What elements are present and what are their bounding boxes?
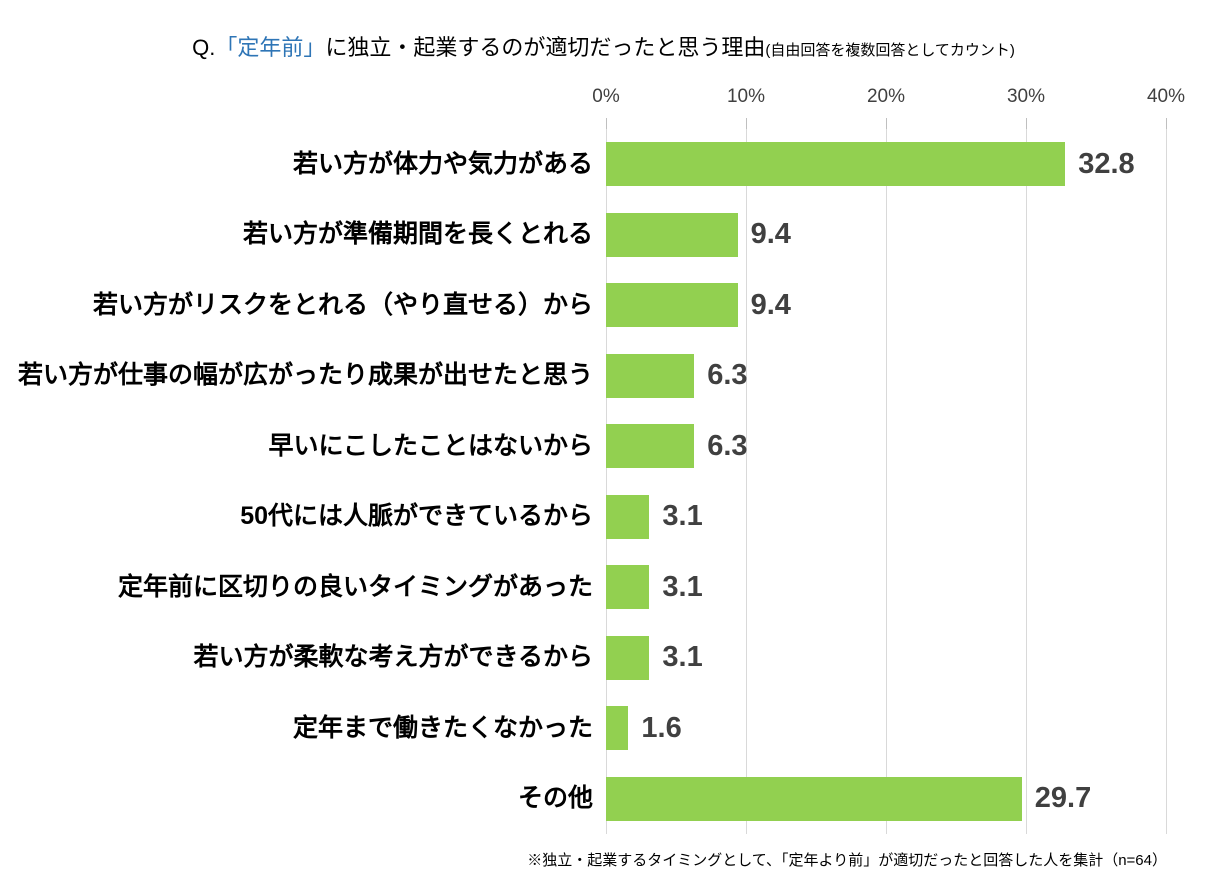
bar — [606, 424, 695, 469]
category-label: 若い方が準備期間を長くとれる — [242, 220, 593, 248]
value-label: 6.3 — [707, 429, 748, 462]
bar — [606, 565, 650, 610]
bar-cell: 3.1 — [606, 552, 1207, 623]
chart-row: 若い方が仕事の幅が広がったり成果が出せたと思う 6.3 — [0, 341, 1207, 412]
bar-cell: 6.3 — [606, 341, 1207, 412]
value-label: 3.1 — [662, 500, 703, 533]
x-tick-label: 0% — [592, 86, 620, 107]
chart-row: 若い方が準備期間を長くとれる 9.4 — [0, 200, 1207, 271]
title-highlight: 「定年前」 — [215, 35, 326, 60]
gridline — [1026, 129, 1027, 834]
value-label: 32.8 — [1078, 147, 1135, 180]
bar — [606, 706, 629, 751]
footnote: ※独立・起業するタイミングとして、「定年より前」が適切だったと回答した人を集計（… — [527, 852, 1167, 869]
category-label: 若い方がリスクをとれる（やり直せる）から — [92, 290, 593, 319]
title-main: に独立・起業するのが適切だったと思う理由 — [325, 35, 766, 60]
chart-row: 定年まで働きたくなかった 1.6 — [0, 693, 1207, 764]
title-subnote: (自由回答を複数回答としてカウント) — [765, 42, 1015, 59]
bar — [606, 142, 1066, 187]
chart-row: その他 29.7 — [0, 764, 1207, 835]
bar — [606, 353, 695, 398]
bar-cell: 9.4 — [606, 270, 1207, 341]
category-label: 50代には人脈ができているから — [240, 502, 593, 530]
category-label: 早いにこしたことはないから — [268, 431, 593, 460]
x-tick-mark — [1026, 118, 1027, 129]
gridlines — [606, 129, 1167, 834]
chart-row: 50代には人脈ができているから 3.1 — [0, 482, 1207, 553]
bar — [606, 635, 650, 680]
x-tick-label: 30% — [1006, 86, 1046, 107]
bar-rows: 若い方が体力や気力がある 32.8 若い方が準備期間を長くとれる 9.4 若い方がリスク… — [0, 129, 1207, 834]
value-label: 9.4 — [750, 218, 791, 251]
x-tick-mark — [886, 118, 887, 129]
chart-row: 早いにこしたことはないから 6.3 — [0, 411, 1207, 482]
gridline — [1166, 129, 1167, 834]
gridline — [606, 129, 607, 834]
bar — [606, 283, 738, 328]
chart-row: 定年前に区切りの良いタイミングがあった 3.1 — [0, 552, 1207, 623]
value-label: 3.1 — [662, 570, 703, 603]
value-label: 9.4 — [750, 288, 791, 321]
value-label: 29.7 — [1034, 782, 1092, 815]
bar-cell: 32.8 — [606, 129, 1207, 200]
x-tick-mark — [1166, 118, 1167, 129]
bar — [606, 776, 1022, 821]
category-label: その他 — [517, 784, 593, 812]
bar-cell: 1.6 — [606, 693, 1207, 764]
bar — [606, 212, 738, 257]
chart-row: 若い方がリスクをとれる（やり直せる）から 9.4 — [0, 270, 1207, 341]
chart-row: 若い方が柔軟な考え方ができるから 3.1 — [0, 623, 1207, 694]
bar-cell: 3.1 — [606, 482, 1207, 553]
value-label: 1.6 — [641, 711, 682, 744]
x-tick-mark — [606, 118, 607, 129]
category-label: 定年前に区切りの良いタイミングがあった — [117, 572, 593, 601]
value-label: 6.3 — [707, 359, 748, 392]
x-tick-label: 20% — [866, 86, 906, 107]
title-prefix: Q. — [192, 35, 216, 60]
bar-cell: 29.7 — [606, 764, 1207, 835]
category-label: 若い方が体力や気力がある — [292, 149, 593, 178]
category-label: 若い方が仕事の幅が広がったり成果が出せたと思う — [17, 361, 593, 389]
bar-cell: 6.3 — [606, 411, 1207, 482]
chart-row: 若い方が体力や気力がある 32.8 — [0, 129, 1207, 200]
category-label: 若い方が柔軟な考え方ができるから — [193, 643, 593, 671]
bar-cell: 3.1 — [606, 623, 1207, 694]
value-label: 3.1 — [662, 641, 703, 674]
gridline — [746, 129, 747, 834]
x-tick-label: 40% — [1146, 86, 1186, 107]
bar-cell: 9.4 — [606, 200, 1207, 271]
bar — [606, 494, 650, 539]
category-label: 定年まで働きたくなかった — [292, 713, 593, 742]
chart-title: Q.「定年前」に独立・起業するのが適切だったと思う理由(自由回答を複数回答として… — [0, 30, 1207, 62]
x-axis: 0% 10% 20% 30% 40% — [592, 86, 1185, 112]
x-tick-label: 10% — [726, 86, 766, 107]
gridline — [886, 129, 887, 834]
x-tick-mark — [746, 118, 747, 129]
x-axis-ticks — [606, 118, 1167, 129]
